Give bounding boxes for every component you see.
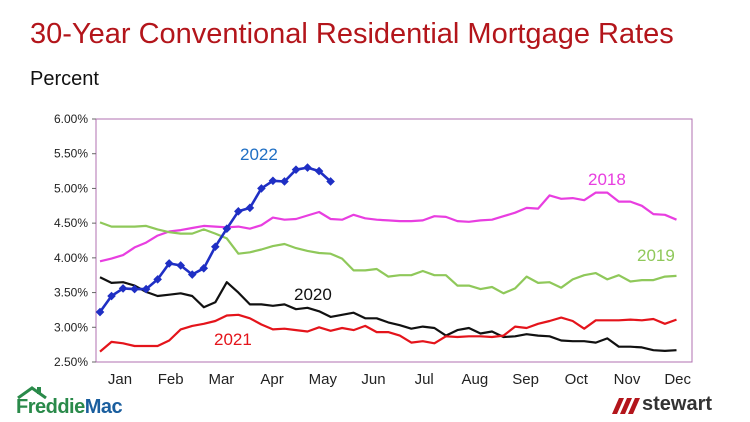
- y-tick-label: 2.50%: [54, 355, 88, 369]
- data-point-2022: [130, 284, 139, 294]
- data-point-2022: [199, 263, 209, 273]
- data-point-2022: [141, 284, 151, 294]
- data-point-2022: [245, 203, 255, 213]
- x-tick-label: Apr: [260, 371, 283, 388]
- stewart-mark-icon: [612, 398, 640, 414]
- data-point-2022: [164, 259, 174, 268]
- data-point-2022: [118, 284, 128, 293]
- mac-word: Mac: [84, 396, 123, 418]
- freddie-word: Freddie: [16, 396, 85, 418]
- house-roof-icon: [17, 386, 47, 399]
- series-label-2021: 2021: [214, 330, 252, 349]
- plot-frame: [95, 118, 693, 363]
- data-point-2022: [210, 242, 220, 252]
- series-label-2020: 2020: [294, 285, 332, 304]
- data-point-2022: [153, 275, 162, 284]
- series-line-2020: [99, 276, 677, 352]
- data-point-2022: [222, 224, 232, 234]
- series-line-2021: [99, 313, 677, 353]
- y-tick-label: 5.00%: [54, 181, 88, 195]
- x-tick-label: Jan: [108, 371, 132, 388]
- x-tick-label: May: [309, 371, 338, 388]
- y-tick-label: 4.00%: [54, 251, 88, 265]
- y-tick-label: 6.00%: [54, 112, 88, 126]
- series-label-2022: 2022: [240, 145, 278, 164]
- series-line-2019: [99, 221, 677, 295]
- chart-subtitle: Percent: [30, 68, 99, 90]
- x-tick-label: Oct: [565, 371, 589, 388]
- chart-title: 30-Year Conventional Residential Mortgag…: [30, 18, 674, 50]
- x-tick-label: Mar: [208, 371, 234, 388]
- data-point-2022: [291, 165, 301, 174]
- data-point-2022: [268, 176, 278, 186]
- y-tick-label: 3.50%: [54, 286, 88, 300]
- x-tick-label: Feb: [158, 371, 184, 388]
- data-point-2022: [187, 270, 197, 279]
- x-tick-label: Sep: [512, 371, 539, 388]
- y-tick-label: 5.50%: [54, 147, 88, 161]
- x-tick-label: Jun: [361, 371, 385, 388]
- y-tick-label: 3.00%: [54, 320, 88, 334]
- x-tick-label: Aug: [462, 371, 489, 388]
- series-label-2019: 2019: [637, 246, 675, 265]
- x-tick-label: Dec: [664, 371, 691, 388]
- series-label-2018: 2018: [588, 170, 626, 189]
- data-point-2022: [95, 307, 105, 317]
- x-tick-label: Jul: [415, 371, 434, 388]
- data-point-2022: [176, 261, 186, 270]
- stewart-wordmark: stewart: [642, 393, 713, 415]
- data-point-2022: [280, 177, 289, 186]
- data-point-2022: [107, 291, 116, 301]
- y-tick-label: 4.50%: [54, 216, 88, 230]
- data-point-2022: [326, 177, 335, 186]
- x-tick-label: Nov: [614, 371, 641, 388]
- data-point-2022: [314, 166, 324, 176]
- data-point-2022: [257, 184, 266, 193]
- data-point-2022: [303, 163, 312, 172]
- series-line-2018: [99, 191, 677, 263]
- freddie-mac-wordmark: FreddieMac: [16, 396, 123, 419]
- data-point-2022: [234, 207, 243, 216]
